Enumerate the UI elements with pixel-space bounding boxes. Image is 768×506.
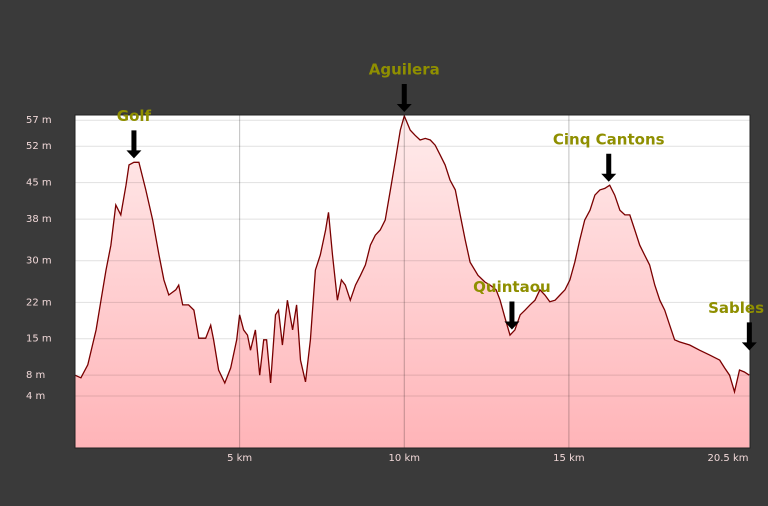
annotation-label: Aguilera	[369, 61, 440, 79]
annotation-label: Sables	[708, 299, 764, 317]
area-fill	[75, 116, 750, 448]
annotation-arrow	[126, 130, 142, 159]
annotation-label: Cinq Cantons	[553, 130, 665, 148]
y-tick-label: 38 m	[26, 214, 52, 225]
annotation-arrow	[396, 84, 412, 113]
x-tick-label: 10 km	[389, 453, 420, 464]
y-tick-label: 52 m	[26, 141, 52, 152]
x-tick-label: 15 km	[553, 453, 584, 464]
annotation-arrow	[741, 322, 757, 351]
y-tick-label: 4 m	[26, 391, 45, 402]
y-tick-label: 15 m	[26, 334, 52, 345]
y-tick-label: 45 m	[26, 178, 52, 189]
annotation-arrow	[504, 301, 520, 330]
y-tick-label: 57 m	[26, 115, 52, 126]
x-tick-label: 20.5 km	[708, 453, 749, 464]
x-tick-label: 5 km	[227, 453, 252, 464]
annotation-arrow	[601, 153, 617, 182]
y-tick-label: 30 m	[26, 256, 52, 267]
elevation-line	[74, 114, 750, 395]
annotation-label: Golf	[117, 107, 152, 125]
y-tick-label: 8 m	[26, 370, 45, 381]
plot-frame	[74, 114, 751, 449]
annotation-label: Quintaou	[473, 278, 551, 296]
y-tick-label: 22 m	[26, 297, 52, 308]
